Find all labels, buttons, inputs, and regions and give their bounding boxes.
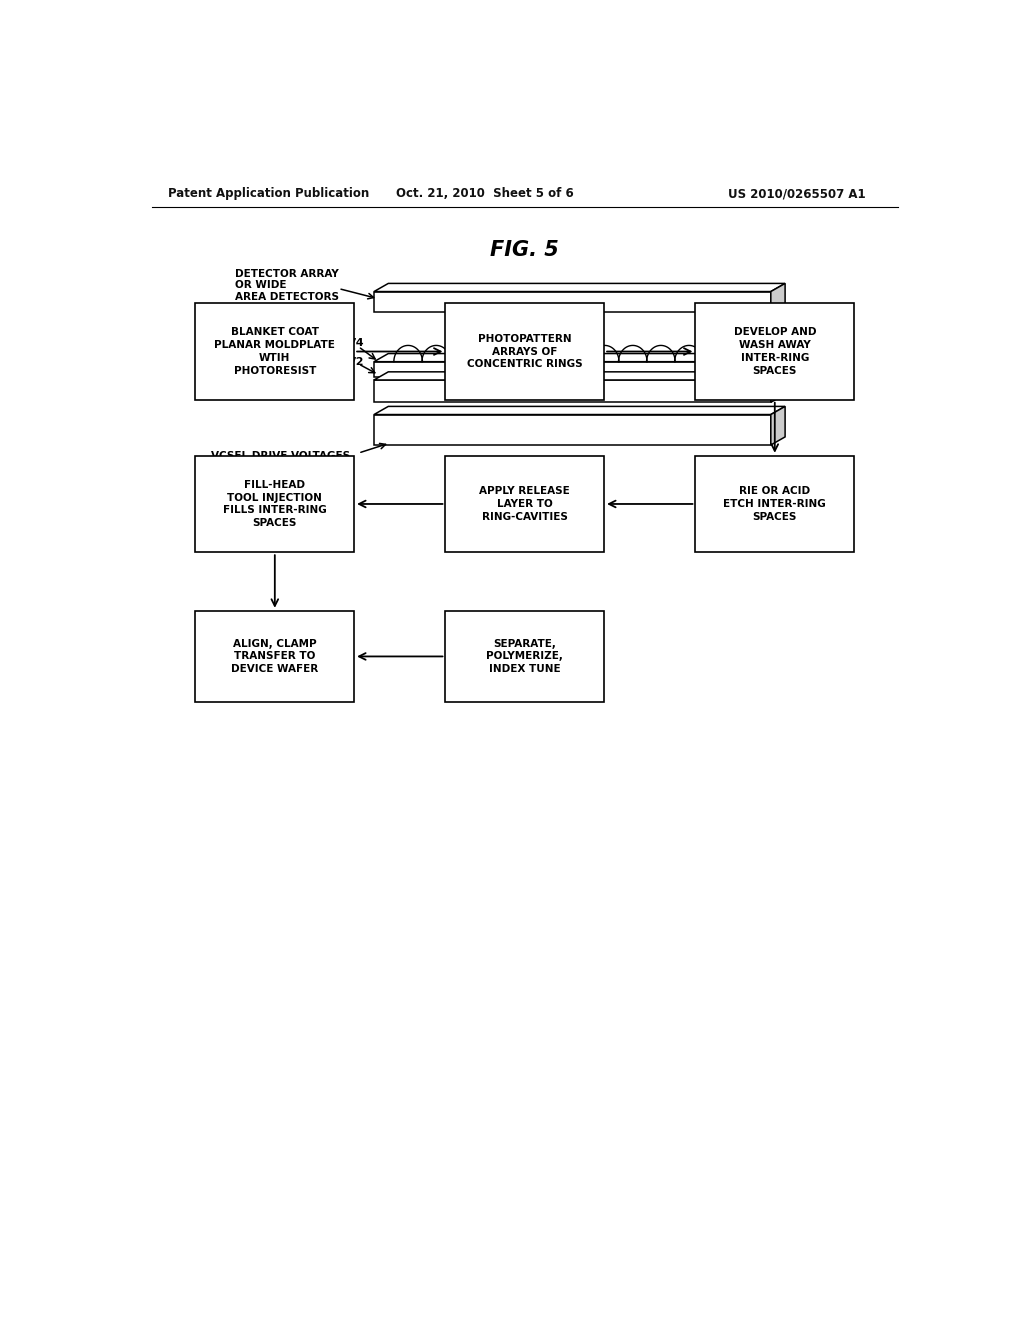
Polygon shape bbox=[771, 407, 785, 445]
Bar bbox=[445, 611, 604, 702]
Polygon shape bbox=[374, 372, 785, 380]
Polygon shape bbox=[374, 414, 771, 445]
Text: RIE OR ACID
ETCH INTER-RING
SPACES: RIE OR ACID ETCH INTER-RING SPACES bbox=[723, 486, 826, 521]
Text: Patent Application Publication: Patent Application Publication bbox=[168, 187, 369, 201]
Polygon shape bbox=[771, 372, 785, 403]
Bar bbox=[695, 455, 854, 552]
Text: APPLY RELEASE
LAYER TO
RING-CAVITIES: APPLY RELEASE LAYER TO RING-CAVITIES bbox=[479, 486, 570, 521]
Polygon shape bbox=[771, 284, 785, 312]
Text: DETECTOR ARRAY
OR WIDE
AREA DETECTORS: DETECTOR ARRAY OR WIDE AREA DETECTORS bbox=[236, 269, 339, 302]
Polygon shape bbox=[374, 354, 785, 362]
Bar bbox=[695, 304, 854, 400]
Text: ALIGN, CLAMP
TRANSFER TO
DEVICE WAFER: ALIGN, CLAMP TRANSFER TO DEVICE WAFER bbox=[231, 639, 318, 675]
Text: US 2010/0265507 A1: US 2010/0265507 A1 bbox=[728, 187, 866, 201]
Bar bbox=[196, 611, 354, 702]
Polygon shape bbox=[374, 284, 785, 292]
Text: VCSEL DRIVE VOLTAGES: VCSEL DRIVE VOLTAGES bbox=[211, 451, 350, 461]
Text: FIG. 6: FIG. 6 bbox=[490, 510, 559, 529]
Text: Oct. 21, 2010  Sheet 5 of 6: Oct. 21, 2010 Sheet 5 of 6 bbox=[396, 187, 574, 201]
Polygon shape bbox=[374, 380, 771, 403]
Text: FIG. 5: FIG. 5 bbox=[490, 240, 559, 260]
Bar bbox=[196, 455, 354, 552]
Text: 70: 70 bbox=[807, 347, 822, 356]
Text: BLANKET COAT
PLANAR MOLDPLATE
WTIH
PHOTORESIST: BLANKET COAT PLANAR MOLDPLATE WTIH PHOTO… bbox=[214, 327, 335, 376]
Text: 72: 72 bbox=[348, 356, 365, 367]
Bar bbox=[196, 304, 354, 400]
Polygon shape bbox=[374, 407, 785, 414]
Polygon shape bbox=[374, 292, 771, 312]
Text: PHOTOPATTERN
ARRAYS OF
CONCENTRIC RINGS: PHOTOPATTERN ARRAYS OF CONCENTRIC RINGS bbox=[467, 334, 583, 370]
Text: FILL-HEAD
TOOL INJECTION
FILLS INTER-RING
SPACES: FILL-HEAD TOOL INJECTION FILLS INTER-RIN… bbox=[223, 479, 327, 528]
Text: DEVELOP AND
WASH AWAY
INTER-RING
SPACES: DEVELOP AND WASH AWAY INTER-RING SPACES bbox=[733, 327, 816, 376]
Text: SEPARATE,
POLYMERIZE,
INDEX TUNE: SEPARATE, POLYMERIZE, INDEX TUNE bbox=[486, 639, 563, 675]
Polygon shape bbox=[374, 362, 771, 378]
Polygon shape bbox=[771, 354, 785, 378]
Bar bbox=[445, 455, 604, 552]
Bar bbox=[445, 304, 604, 400]
Text: 74: 74 bbox=[348, 338, 365, 348]
